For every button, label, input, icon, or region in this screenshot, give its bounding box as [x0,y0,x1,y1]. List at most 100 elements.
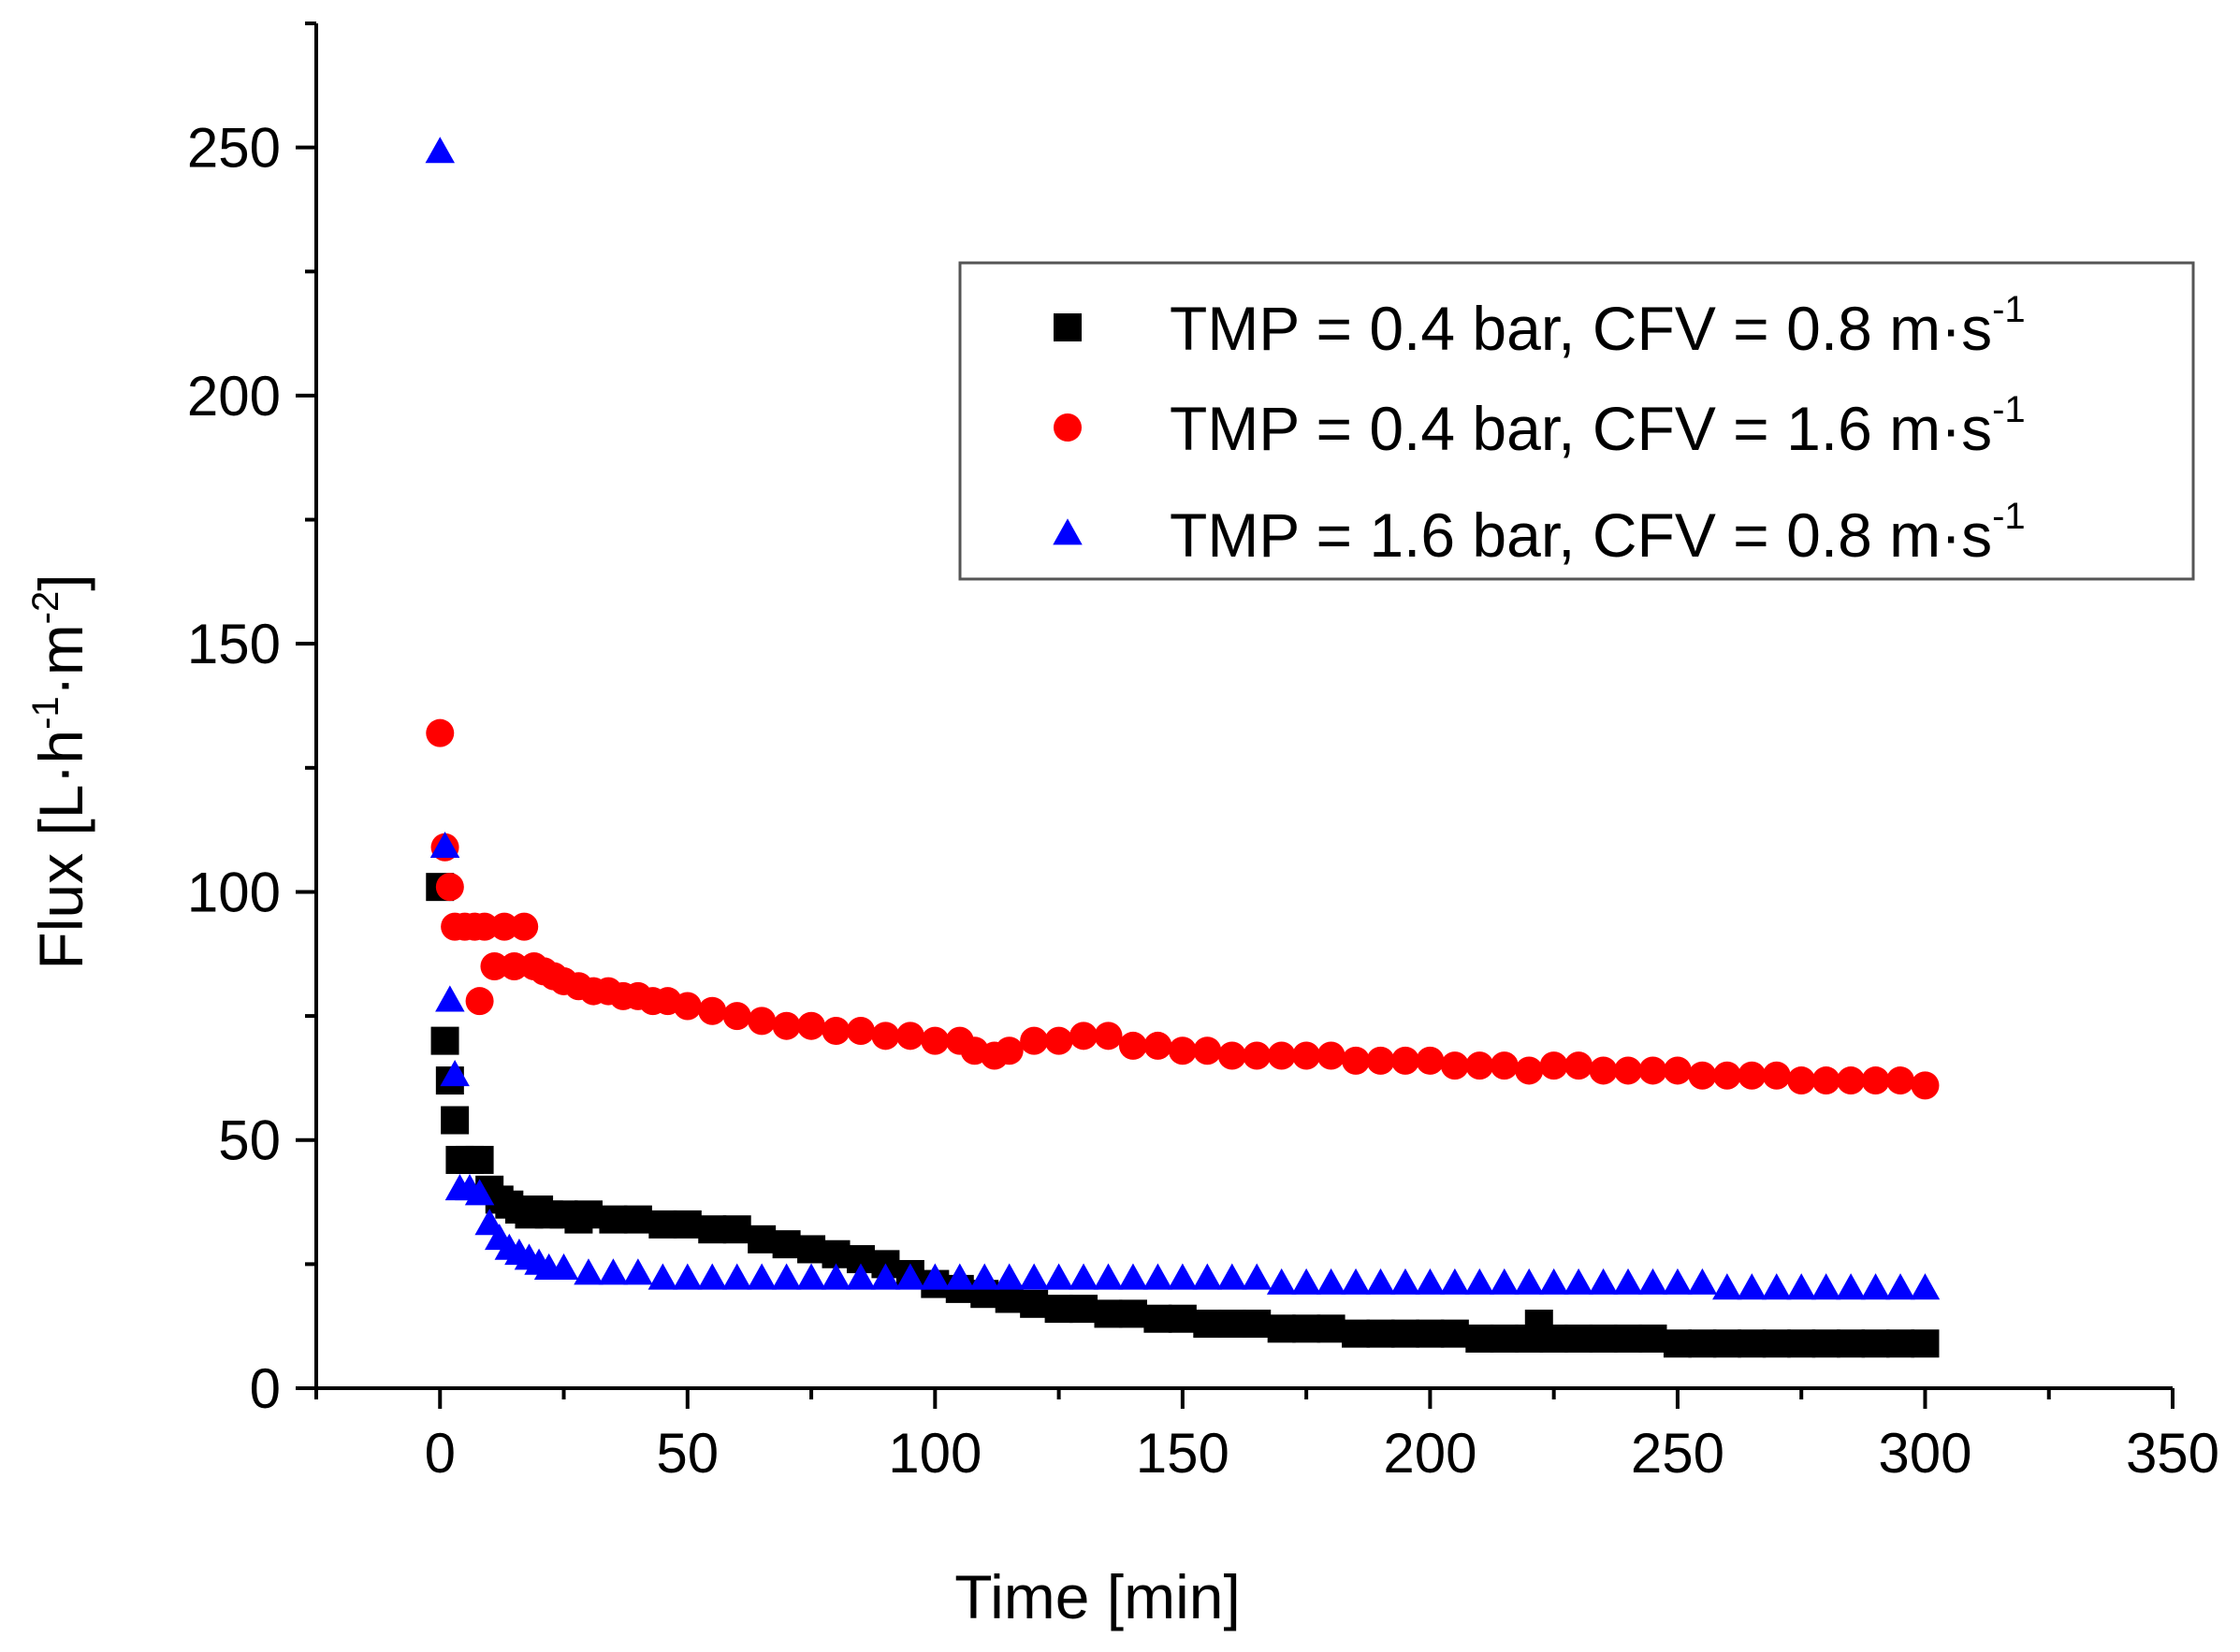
square-point [1490,1324,1519,1353]
square-point [1440,1319,1469,1348]
circle-point [698,996,727,1025]
x-tick-label: 150 [1136,1422,1229,1485]
circle-point [510,912,539,941]
series-3 [425,137,1941,1300]
circle-point [1837,1066,1866,1095]
triangle-point [1712,1273,1742,1300]
circle-point [1738,1061,1767,1090]
triangle-point [1118,1263,1148,1290]
square-point [1416,1319,1445,1348]
triangle-point [1786,1273,1816,1300]
y-tick-label: 100 [187,861,281,923]
triangle-point [945,1263,975,1290]
triangle-point [1168,1263,1198,1290]
triangle-point [1093,1263,1124,1290]
circle-point [772,1011,801,1040]
x-tick-label: 50 [656,1422,719,1485]
circle-point [470,912,499,941]
triangle-point [1390,1268,1420,1295]
y-tick-label: 200 [187,365,281,427]
circle-point [748,1007,777,1036]
square-point [1589,1324,1618,1353]
triangle-point [1440,1268,1470,1295]
y-axis-title: Flux [L·h-1·m-2] [25,573,95,969]
square-point [1614,1324,1643,1353]
circle-point [1316,1041,1345,1070]
y-tick-label: 150 [187,613,281,675]
triangle-point [548,1253,579,1281]
square-point [1020,1289,1049,1318]
circle-point [1193,1036,1222,1065]
square-point [698,1215,727,1244]
circle-point [1069,1022,1098,1051]
square-point [1688,1329,1717,1358]
square-point [1069,1295,1098,1324]
circle-point [1440,1051,1469,1080]
triangle-point [1885,1273,1915,1300]
x-tick-label: 200 [1383,1422,1476,1485]
triangle-point [1613,1268,1643,1295]
circle-point [1811,1066,1840,1095]
square-point [1243,1310,1272,1339]
legend-circle-marker [1054,413,1082,442]
triangle-point [429,831,460,859]
triangle-point [425,137,456,164]
triangle-point [598,1258,629,1285]
triangle-point [1365,1268,1396,1295]
circle-point [1020,1026,1049,1055]
legend: TMP = 0.4 bar, CFV = 0.8 m·s-1 TMP = 0.4 … [958,261,2195,581]
triangle-point [1687,1268,1718,1295]
circle-point [1688,1061,1717,1090]
triangle-point [870,1263,901,1290]
triangle-point [920,1263,951,1290]
triangle-point [1663,1268,1693,1295]
triangle-point [673,1263,703,1290]
square-point [1811,1329,1840,1358]
data-marks [425,137,1941,1358]
circle-point [1143,1031,1172,1060]
triangle-point [1588,1268,1619,1295]
square-point [648,1210,677,1239]
circle-point [1118,1031,1147,1060]
circle-point [1712,1061,1741,1090]
circle-point [797,1011,826,1040]
square-point [1837,1329,1866,1358]
circle-point [480,952,509,981]
triangle-point [1811,1273,1841,1300]
circle-point [1465,1051,1494,1080]
triangle-point [771,1263,802,1290]
triangle-point [1415,1268,1446,1295]
square-point [1168,1304,1197,1333]
square-point [599,1205,628,1234]
legend-label: TMP = 1.6 bar, CFV = 0.8 m·s-1 [1170,496,2026,570]
square-point [772,1230,801,1259]
square-point [1712,1329,1741,1358]
circle-point [1614,1056,1643,1085]
triangle-point [1242,1263,1272,1290]
square-point [1118,1299,1147,1328]
triangle-point [1019,1263,1049,1290]
square-point [430,1026,459,1055]
axes: 0 50 100 150 200 250 300 350 0 50 100 150 200 250 [187,22,2219,1485]
legend-box [958,261,2195,581]
triangle-point [623,1258,653,1285]
legend-triangle-marker [1053,518,1083,545]
triangle-point [1217,1263,1247,1290]
series-2 [426,718,1940,1100]
square-point [797,1235,826,1264]
square-point [1861,1329,1890,1358]
square-point [1738,1329,1767,1358]
square-point [1143,1304,1172,1333]
square-point [1217,1310,1246,1339]
triangle-point [1464,1268,1495,1295]
square-point [1292,1314,1321,1343]
square-point [1366,1319,1395,1348]
square-point [1638,1324,1667,1353]
legend-entry-2: TMP = 0.4 bar, CFV = 1.6 m·s-1 [1054,389,2026,463]
triangle-point [895,1263,925,1290]
y-tick-label: 0 [250,1357,281,1420]
circle-point [500,952,529,981]
triangle-point [1836,1273,1866,1300]
triangle-point [1291,1268,1321,1295]
